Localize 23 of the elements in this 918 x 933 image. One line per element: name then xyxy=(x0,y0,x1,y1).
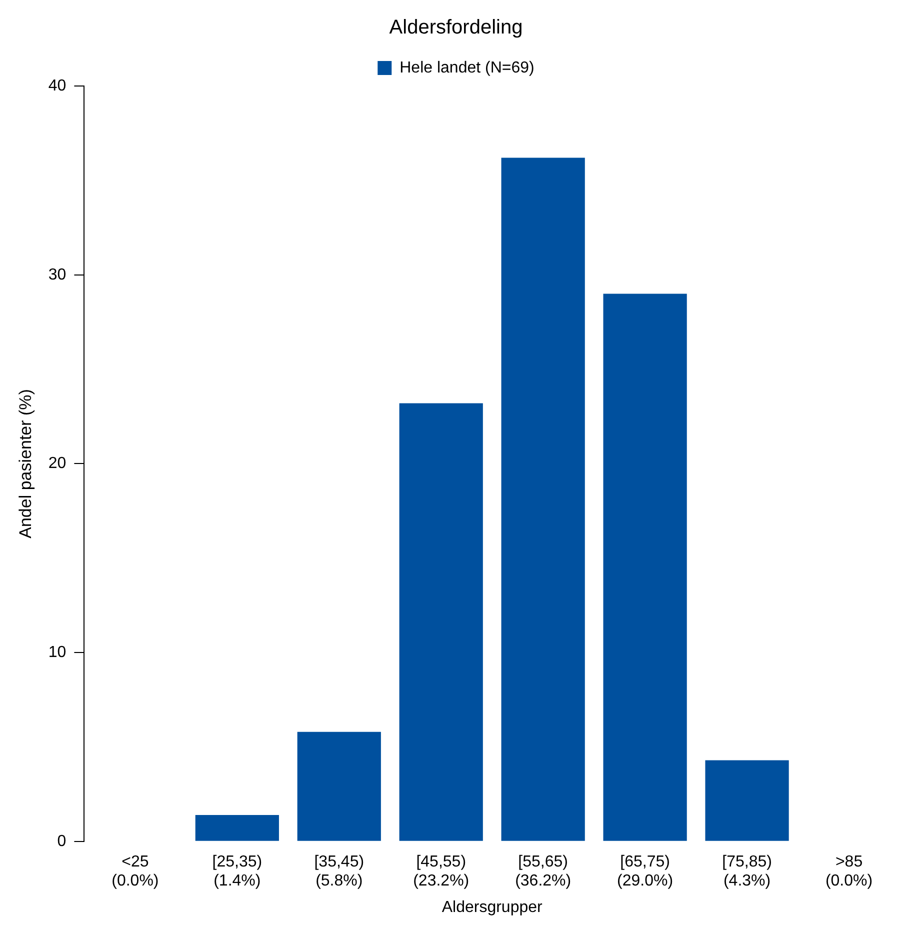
x-tick-label: [55,65) (36.2%) xyxy=(515,853,572,890)
y-tick-label: 0 xyxy=(57,832,66,850)
x-tick-label: [35,45) (5.8%) xyxy=(314,853,364,890)
y-tick-label: 20 xyxy=(48,455,66,472)
y-tick-label: 40 xyxy=(48,77,66,94)
legend-label: Hele landet (N=69) xyxy=(400,59,534,76)
y-tick-label: 30 xyxy=(48,266,66,284)
bar xyxy=(603,294,687,841)
bar xyxy=(399,403,483,841)
x-tick-label: [75,85) (4.3%) xyxy=(722,853,772,890)
bar xyxy=(297,732,381,841)
bar xyxy=(195,814,279,841)
y-tick-label: 10 xyxy=(48,644,66,661)
x-tick-label: [25,35) (1.4%) xyxy=(212,853,262,890)
x-tick-label: >85 (0.0%) xyxy=(825,853,873,890)
bar xyxy=(501,158,585,841)
y-axis-title: Andel pasienter (%) xyxy=(16,389,35,538)
x-tick-label: [65,75) (29.0%) xyxy=(617,853,674,890)
chart-title: Aldersfordeling xyxy=(389,16,523,39)
x-tick-label: <25 (0.0%) xyxy=(112,853,159,890)
bar xyxy=(705,760,789,841)
x-axis-title: Aldersgrupper xyxy=(442,898,544,916)
x-tick-label: [45,55) (23.2%) xyxy=(413,853,470,890)
